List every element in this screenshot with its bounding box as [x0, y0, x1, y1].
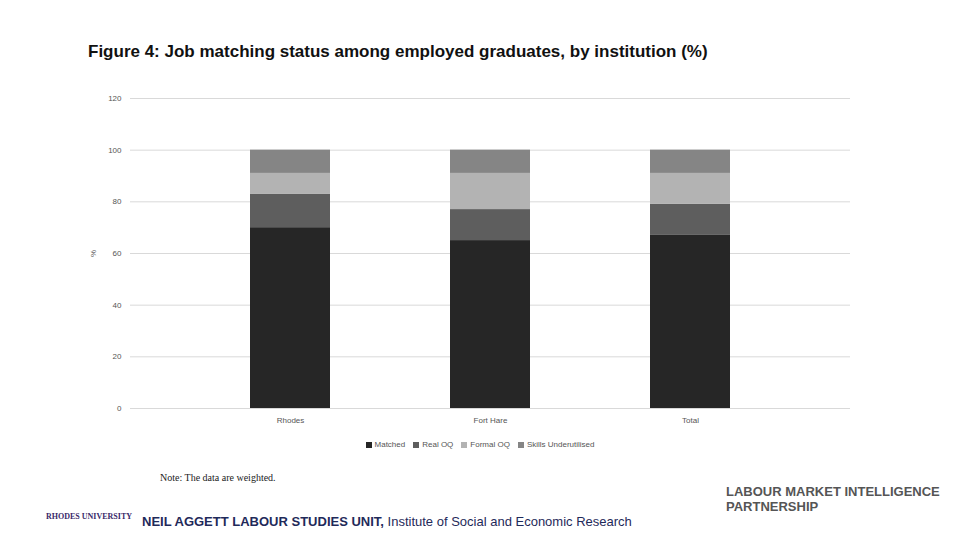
html-text:NEIL AGGETT LABOUR STUDIES UNI: NEIL AGGETT LABOUR STUDIES UNIT, Institu… — [142, 514, 632, 529]
html-text:LABOUR MARKET INTELLIGENCE PAR: LABOUR MARKET INTELLIGENCE PARTNERSHIP — [726, 484, 940, 514]
svg-text:80: 80 — [113, 197, 122, 206]
svg-text:0: 0 — [117, 404, 122, 413]
svg-text:Rhodes: Rhodes — [277, 416, 305, 425]
html-text:Matched: Matched — [374, 440, 406, 449]
svg-text:20: 20 — [113, 352, 122, 361]
html-text:RHODES UNIVERSITY: RHODES UNIVERSITY — [46, 512, 132, 521]
svg-text:120: 120 — [108, 94, 122, 103]
svg-text:%: % — [89, 250, 98, 257]
svg-text:40: 40 — [113, 301, 122, 310]
svg-text:Fort Hare: Fort Hare — [474, 416, 508, 425]
html-text:Skills Underutilised: Skills Underutilised — [526, 440, 595, 449]
svg-text:100: 100 — [108, 146, 122, 155]
svg-text:Total: Total — [682, 416, 699, 425]
html-text:Note: The data are weighted.: Note: The data are weighted. — [160, 472, 276, 483]
html-text:Figure 4: Job matching status: Figure 4: Job matching status among empl… — [88, 42, 708, 61]
html-text:Real OQ: Real OQ — [422, 440, 454, 449]
svg-text:60: 60 — [113, 249, 122, 258]
html-text:Formal OQ: Formal OQ — [470, 440, 510, 449]
